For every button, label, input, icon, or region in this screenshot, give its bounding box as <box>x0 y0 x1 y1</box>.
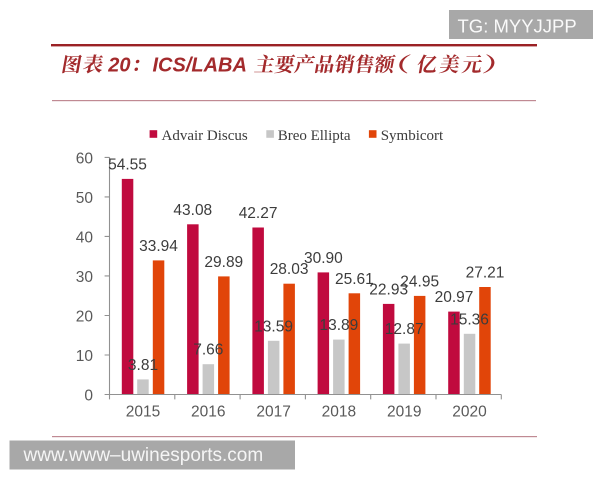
svg-text:30.90: 30.90 <box>304 250 343 267</box>
svg-text:13.59: 13.59 <box>254 318 293 335</box>
svg-text:33.94: 33.94 <box>139 238 178 255</box>
svg-text:22.93: 22.93 <box>369 281 408 298</box>
svg-text:54.55: 54.55 <box>108 156 147 173</box>
svg-text:2016: 2016 <box>191 403 225 420</box>
svg-text:TG: MYYJJPP: TG: MYYJJPP <box>458 16 577 37</box>
svg-text:10: 10 <box>76 348 94 365</box>
svg-text:13.89: 13.89 <box>320 317 359 334</box>
svg-text:50: 50 <box>76 190 94 207</box>
svg-text:15.36: 15.36 <box>450 311 489 328</box>
svg-text:2020: 2020 <box>452 403 487 420</box>
svg-text:2019: 2019 <box>387 403 421 420</box>
svg-text:2018: 2018 <box>322 403 356 420</box>
svg-text:Breo Ellipta: Breo Ellipta <box>278 128 351 144</box>
svg-text:60: 60 <box>76 150 94 167</box>
svg-text:25.61: 25.61 <box>335 271 374 288</box>
svg-text:12.87: 12.87 <box>385 321 424 338</box>
svg-text:Symbicort: Symbicort <box>381 128 444 144</box>
svg-text:42.27: 42.27 <box>239 205 278 222</box>
svg-text:Advair Discus: Advair Discus <box>162 128 248 144</box>
svg-text:3.81: 3.81 <box>128 357 158 374</box>
svg-text:30: 30 <box>76 269 94 286</box>
svg-text:20.97: 20.97 <box>435 289 474 306</box>
svg-text:43.08: 43.08 <box>173 202 212 219</box>
svg-text:24.95: 24.95 <box>400 273 439 290</box>
svg-text:29.89: 29.89 <box>204 254 243 271</box>
svg-text:20: 20 <box>76 308 94 325</box>
svg-text:2015: 2015 <box>126 403 160 420</box>
svg-text:20: 20 <box>107 55 130 77</box>
svg-text:40: 40 <box>76 229 94 246</box>
svg-text:www.www–uwinesports.com: www.www–uwinesports.com <box>23 445 264 466</box>
svg-text:7.66: 7.66 <box>193 342 223 359</box>
svg-text:0: 0 <box>84 387 93 404</box>
svg-text:2017: 2017 <box>256 403 290 420</box>
svg-text:ICS/LABA: ICS/LABA <box>153 55 247 77</box>
svg-text:27.21: 27.21 <box>466 265 505 282</box>
svg-text:28.03: 28.03 <box>270 261 309 278</box>
